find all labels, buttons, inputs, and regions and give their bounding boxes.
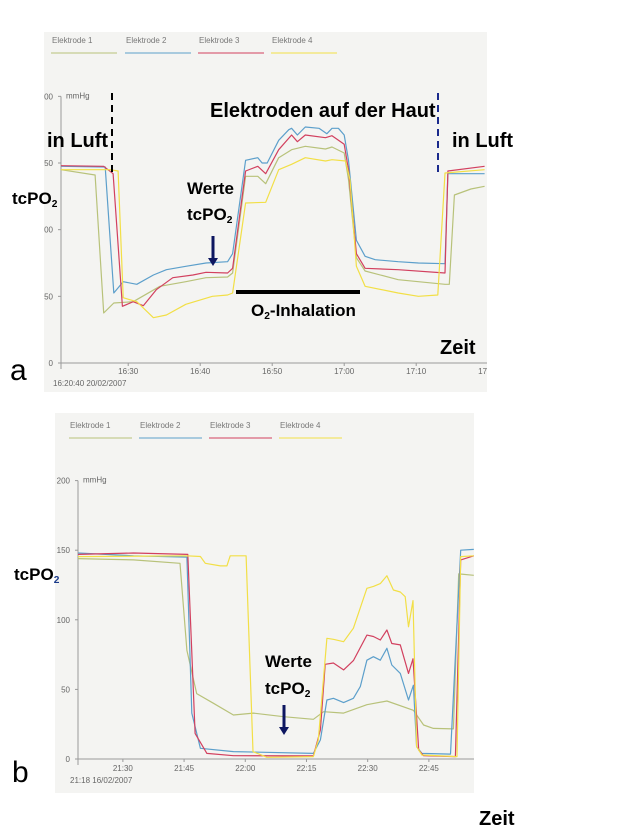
series-line-elektrode-1 [60,145,485,314]
x-tick-label: 17:00 [334,367,355,376]
y-tick-label: 100 [57,616,71,625]
x-tick-label: 17:10 [406,367,427,376]
legend-label: Elektrode 4 [272,36,313,45]
y-axis-label-b-sub: 2 [53,575,60,587]
werte-label-b: Werte [265,652,312,671]
panel-b: Elektrode 1 Elektrode 2 Elektrode 3 Elektro… [55,413,474,793]
werte-sub-b: 2 [304,689,311,701]
y-tick-label: 200 [40,92,54,101]
x-start-label: 21:18 16/02/2007 [70,776,133,785]
werte-tcpo2-label-b: tcPO2 [265,680,310,700]
x-axis-label-b: Zeit [479,808,515,830]
werte-sub-a: 2 [226,215,233,227]
werte-label-a: Werte [187,179,234,198]
legend-label: Elektrode 3 [210,421,251,430]
y-tick-label: 150 [57,546,71,555]
x-tick-label: 22:45 [419,764,440,773]
panel-background [55,413,474,793]
y-tick-label: 0 [49,359,54,368]
series-line-elektrode-4 [61,157,485,319]
panel-a: Elektrode 1 Elektrode 2 Elektrode 3 Elektro… [40,32,499,392]
in-luft-left-label: in Luft [47,130,109,152]
x-tick-label: 22:15 [296,764,317,773]
legend-label: Elektrode 2 [140,421,181,430]
o2-inhalation-label: O2-Inhalation [251,302,356,322]
o2-rest: -Inhalation [269,301,356,320]
series-line-elektrode-2 [60,126,485,294]
werte-tc-b: tcPO [265,679,305,698]
skin-phase-title: Elektroden auf der Haut [210,100,436,122]
x-tick-label: 22:00 [235,764,256,773]
werte-tcpo2-label-a: tcPO2 [187,206,232,226]
werte-a-arrow-icon [208,258,218,266]
panel-background [44,32,487,392]
legend-label: Elektrode 3 [199,36,240,45]
werte-tc-a: tcPO [187,205,227,224]
unit-label: mmHg [83,476,107,485]
x-tick-label: 17:20 [478,367,499,376]
o2-main: O [251,301,265,320]
panel-content: Elektrode 1 Elektrode 2 Elektrode 3 Elektro… [57,421,474,785]
x-start-label: 16:20:40 20/02/2007 [53,379,127,388]
panel-letter-b: b [12,756,29,789]
werte-b-arrow-icon [279,727,289,735]
y-tick-label: 0 [66,755,71,764]
series-line-elektrode-1 [77,558,474,730]
y-tick-label: 100 [40,226,54,235]
x-tick-label: 16:50 [262,367,283,376]
x-tick-label: 22:30 [358,764,379,773]
y-tick-label: 50 [44,292,53,301]
x-tick-label: 16:30 [118,367,139,376]
unit-label: mmHg [66,91,90,100]
y-tick-label: 150 [40,159,54,168]
y-axis-label-a: tcPO2 [12,190,57,210]
in-luft-right-label: in Luft [452,130,514,152]
legend-label: Elektrode 1 [70,421,111,430]
y-tick-label: 200 [57,477,71,486]
y-axis-label-b: tcPO2 [14,566,59,586]
panel-letter-a: a [10,354,27,387]
legend-label: Elektrode 2 [126,36,167,45]
y-axis-label-b-text: tcPO [14,565,54,584]
panel-content: Elektrode 1 Elektrode 2 Elektrode 3 Elektro… [40,36,499,388]
legend-label: Elektrode 4 [280,421,321,430]
x-axis-label-a: Zeit [440,337,476,359]
o2-sub: 2 [264,311,270,323]
y-axis-label-a-text: tcPO [12,189,52,208]
y-tick-label: 50 [61,685,70,694]
legend-label: Elektrode 1 [52,36,93,45]
x-tick-label: 21:30 [113,764,134,773]
x-tick-label: 16:40 [190,367,211,376]
y-axis-label-a-sub: 2 [51,199,58,211]
x-tick-label: 21:45 [174,764,195,773]
series-line-elektrode-4 [77,555,474,758]
